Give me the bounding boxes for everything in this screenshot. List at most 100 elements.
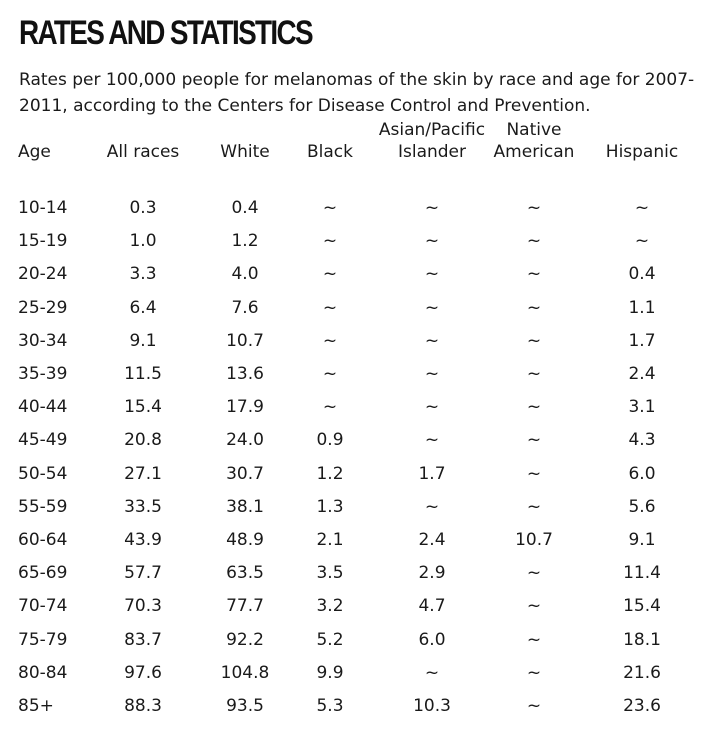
rate-cell: 15.4 (623, 596, 661, 617)
rate-cell: 38.1 (226, 496, 264, 517)
rate-cell: 18.1 (623, 629, 661, 650)
age-cell: 55-59 (18, 496, 68, 517)
column-header: White (185, 141, 305, 163)
column-header-line: White (220, 142, 270, 162)
rate-cell: 3.3 (129, 264, 157, 285)
rate-cell: ~ (526, 496, 542, 517)
rate-cell: ~ (424, 297, 440, 318)
rate-cell: 1.2 (231, 231, 259, 252)
rate-cell: 5.6 (628, 496, 656, 517)
age-cell: 35-39 (18, 364, 68, 384)
rate-cell: ~ (526, 596, 542, 617)
rate-cell: ~ (322, 264, 338, 285)
rate-cell: 17.9 (226, 397, 264, 418)
rate-cell: 27.1 (124, 463, 162, 484)
table-row: 85+ 88.3 93.5 5.3 10.3 ~23.6 (0, 695, 710, 728)
rate-cell: 1.0 (129, 231, 157, 252)
table-row: 15-19 1.0 1.2 ~ ~ ~ ~ (0, 230, 710, 263)
rate-cell: ~ (634, 231, 650, 252)
rate-cell: 63.5 (226, 563, 264, 584)
rate-cell: ~ (526, 297, 542, 318)
rate-cell: 3.1 (628, 397, 656, 418)
rate-cell: ~ (526, 231, 542, 252)
rate-cell: ~ (526, 364, 542, 384)
rate-cell: 21.6 (623, 662, 661, 683)
rate-cell: 9.1 (129, 330, 157, 351)
rate-cell: 1.7 (418, 463, 446, 484)
age-cell: 80-84 (18, 662, 68, 683)
age-cell: 75-79 (18, 629, 68, 650)
rate-cell: 2.4 (628, 364, 656, 384)
rate-cell: 1.1 (628, 297, 656, 318)
rate-cell: 97.6 (124, 662, 162, 683)
rate-cell: 2.1 (316, 530, 344, 550)
rate-cell: ~ (424, 198, 440, 218)
rate-cell: 7.6 (231, 297, 259, 318)
column-header-line: Black (307, 142, 353, 162)
rate-cell: 10.7 (226, 330, 264, 351)
rate-cell: 11.4 (623, 563, 661, 584)
rate-cell: 77.7 (226, 596, 264, 617)
page-subtitle: Rates per 100,000 people for melanomas o… (19, 70, 695, 116)
age-cell: 85+ (18, 696, 54, 716)
column-header-line: American (493, 142, 575, 162)
age-cell: 15-19 (18, 231, 68, 252)
rate-cell: 88.3 (124, 696, 162, 716)
rate-cell: 3.2 (316, 596, 344, 617)
rate-cell: 9.9 (316, 662, 344, 683)
rate-cell: ~ (424, 662, 440, 683)
rate-cell: 2.9 (418, 563, 446, 584)
rate-cell: 4.7 (418, 596, 446, 617)
column-header: Native American (474, 119, 594, 163)
rate-cell: ~ (526, 662, 542, 683)
rate-cell: 5.3 (316, 696, 344, 716)
age-cell: 65-69 (18, 563, 68, 584)
rate-cell: ~ (424, 430, 440, 451)
page-title: RATES AND STATISTICS (19, 14, 314, 52)
rate-cell: 20.8 (124, 430, 162, 451)
rate-cell: ~ (424, 330, 440, 351)
rate-cell: 10.7 (515, 530, 553, 550)
age-cell: 45-49 (18, 430, 68, 451)
table-row: 65-69 57.7 63.5 3.5 2.9 ~11.4 (0, 562, 710, 595)
rate-cell: ~ (322, 297, 338, 318)
rate-cell: ~ (526, 198, 542, 218)
table-row: 10-14 0.3 0.4 ~ ~ ~ ~ (0, 197, 710, 230)
rate-cell: ~ (424, 397, 440, 418)
rate-cell: 33.5 (124, 496, 162, 517)
table-row: 40-44 15.4 17.9 ~ ~ ~3.1 (0, 396, 710, 429)
rate-cell: ~ (526, 696, 542, 716)
rate-cell: ~ (526, 629, 542, 650)
rate-cell: ~ (526, 264, 542, 285)
table-row: 25-29 6.4 7.6 ~ ~ ~1.1 (0, 297, 710, 330)
rate-cell: ~ (424, 264, 440, 285)
rate-cell: ~ (322, 330, 338, 351)
age-cell: 30-34 (18, 330, 68, 351)
rate-cell: ~ (322, 397, 338, 418)
table-row: 45-49 20.8 24.0 0.9 ~ ~4.3 (0, 429, 710, 462)
column-header-line: Hispanic (605, 142, 679, 162)
rate-cell: 3.5 (316, 563, 344, 584)
age-cell: 60-64 (18, 530, 68, 550)
column-header-line: Asian/Pacific (378, 120, 486, 140)
rate-cell: 4.0 (231, 264, 259, 285)
rate-cell: ~ (526, 430, 542, 451)
age-cell: 10-14 (18, 198, 68, 218)
rate-cell: ~ (634, 198, 650, 218)
rate-cell: 0.4 (231, 198, 259, 218)
table-row: 70-74 70.3 77.7 3.2 4.7 ~15.4 (0, 595, 710, 628)
rate-cell: ~ (526, 330, 542, 351)
age-cell: 70-74 (18, 596, 68, 617)
rate-cell: ~ (526, 397, 542, 418)
table-row: 80-84 97.6 104.8 9.9 ~ ~21.6 (0, 662, 710, 695)
rate-cell: 48.9 (226, 530, 264, 550)
rate-cell: 43.9 (124, 530, 162, 550)
rate-cell: 1.7 (628, 330, 656, 351)
column-header-line: Native (506, 120, 562, 140)
column-header: Age (18, 141, 51, 163)
rate-cell: 70.3 (124, 596, 162, 617)
rate-cell: 0.4 (628, 264, 656, 285)
table-row: 75-79 83.7 92.2 5.2 6.0 ~18.1 (0, 629, 710, 662)
rate-cell: 1.3 (316, 496, 344, 517)
age-cell: 20-24 (18, 264, 68, 285)
